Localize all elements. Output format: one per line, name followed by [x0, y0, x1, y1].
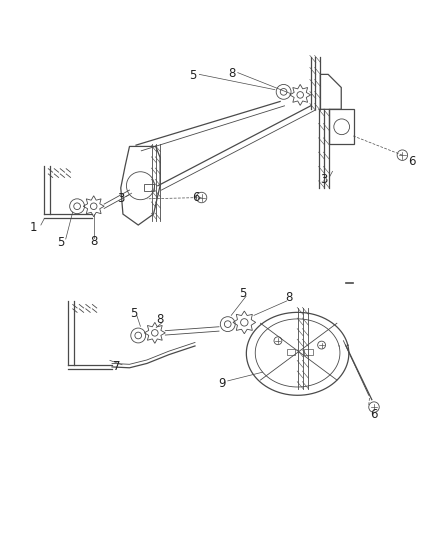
Text: 5: 5 — [130, 306, 138, 320]
Text: 1: 1 — [30, 221, 37, 233]
Text: 6: 6 — [370, 408, 378, 421]
Text: 5: 5 — [57, 236, 65, 249]
Text: 5: 5 — [189, 69, 197, 82]
Text: 3: 3 — [320, 173, 328, 185]
Text: 8: 8 — [156, 313, 164, 326]
Text: 9: 9 — [219, 377, 226, 390]
Text: 8: 8 — [285, 292, 293, 304]
Text: 8: 8 — [228, 67, 236, 79]
Text: 7: 7 — [113, 360, 120, 374]
Text: 3: 3 — [117, 192, 124, 205]
Text: 6: 6 — [408, 155, 416, 168]
Text: 6: 6 — [193, 191, 200, 205]
Text: 8: 8 — [90, 235, 97, 248]
Text: 5: 5 — [239, 287, 247, 300]
